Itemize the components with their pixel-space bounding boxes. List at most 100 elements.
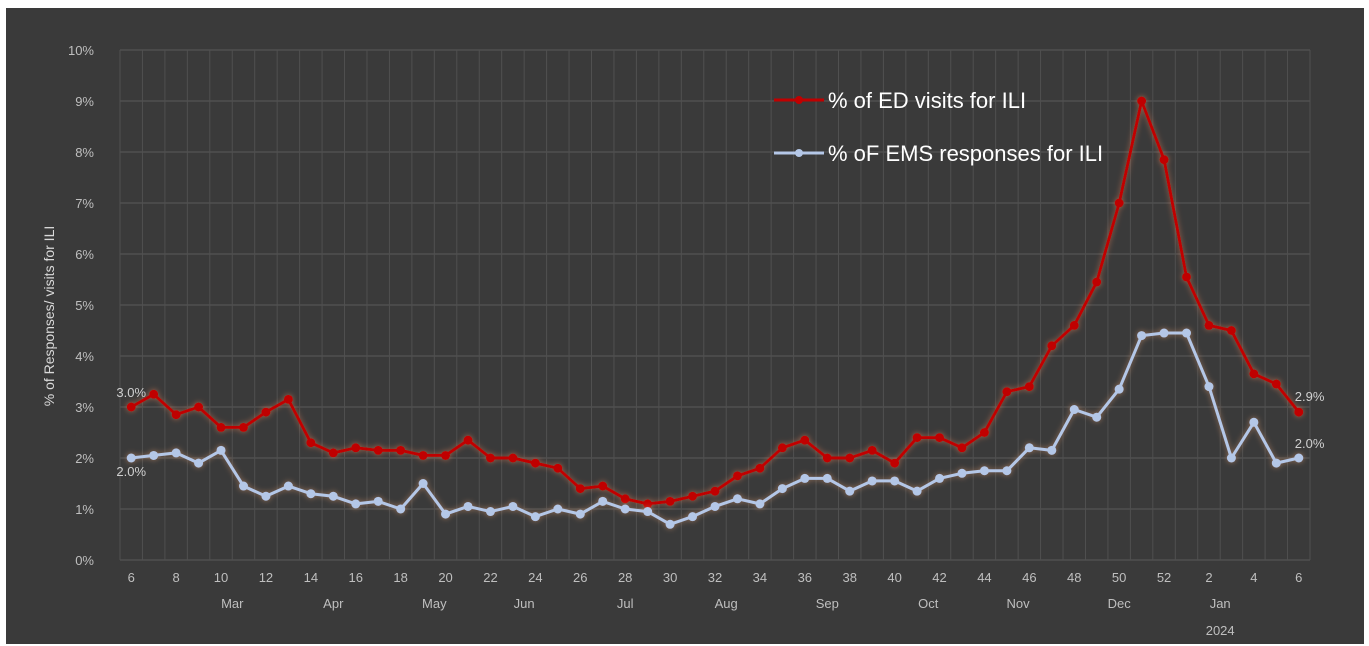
x-tick-label: 4 (1250, 570, 1257, 585)
data-point (1249, 369, 1259, 379)
data-point (441, 450, 451, 460)
legend-entry-ems: % oF EMS responses for ILI (774, 141, 1103, 166)
x-tick-label: 52 (1157, 570, 1171, 585)
data-point (1226, 326, 1236, 335)
x-month-label: Apr (323, 596, 344, 611)
x-tick-label: 28 (618, 570, 632, 585)
data-point (845, 486, 855, 496)
y-tick-label: 1% (75, 502, 94, 517)
data-point (1271, 458, 1281, 468)
data-point (238, 422, 248, 432)
y-tick-label: 4% (75, 349, 94, 364)
series-lines (126, 96, 1304, 529)
data-label: 2.0% (1295, 436, 1325, 451)
series-0 (126, 96, 1304, 509)
data-point (1114, 198, 1124, 208)
data-point (328, 448, 338, 458)
x-tick-label: 48 (1067, 570, 1081, 585)
data-point (777, 443, 787, 453)
data-point (194, 402, 204, 412)
data-point (575, 509, 585, 519)
x-month-label: Aug (715, 596, 738, 611)
data-point (1137, 96, 1147, 106)
data-point (530, 458, 540, 468)
x-tick-label: 34 (753, 570, 767, 585)
series-1 (126, 328, 1304, 529)
data-point (912, 433, 922, 443)
data-point (485, 453, 495, 463)
data-point (1226, 453, 1236, 463)
data-point (1271, 379, 1281, 389)
data-point (732, 471, 742, 481)
data-point (890, 458, 900, 468)
data-point (463, 435, 473, 445)
y-tick-label: 10% (68, 43, 94, 58)
data-point (396, 504, 406, 514)
data-point (845, 453, 855, 463)
data-point (867, 476, 877, 486)
chart-frame: 0% 1% 2% 3% 4% 5% 6% 7% 8% 9% 10% % of Responses/ … (6, 8, 1364, 644)
data-point (979, 428, 989, 437)
data-point (306, 489, 316, 499)
x-tick-label: 44 (977, 570, 991, 585)
x-month-label: Nov (1007, 596, 1031, 611)
data-point (1069, 405, 1079, 415)
y-axis-label: % of Responses/ visits for ILI (41, 226, 57, 407)
data-point (1047, 341, 1057, 351)
x-axis-month-labels: Mar Apr May Jun Jul Aug Sep Oct Nov Dec Jan (221, 596, 1231, 611)
x-tick-label: 24 (528, 570, 542, 585)
y-tick-label: 6% (75, 247, 94, 262)
data-point (485, 507, 495, 517)
data-point (800, 435, 810, 445)
y-axis-ticks: 0% 1% 2% 3% 4% 5% 6% 7% 8% 9% 10% (68, 43, 94, 568)
gridlines (119, 49, 1311, 561)
x-tick-label: 30 (663, 570, 677, 585)
x-tick-label: 36 (798, 570, 812, 585)
data-point (800, 473, 810, 483)
data-point (688, 491, 698, 501)
x-tick-label: 26 (573, 570, 587, 585)
data-point (1294, 453, 1304, 463)
data-point (1114, 384, 1124, 394)
x-tick-label: 42 (932, 570, 946, 585)
data-point (732, 494, 742, 504)
data-point (194, 458, 204, 468)
data-point (216, 422, 226, 432)
data-point (1159, 155, 1169, 165)
data-point (261, 407, 271, 417)
y-tick-label: 9% (75, 94, 94, 109)
x-tick-label: 32 (708, 570, 722, 585)
data-point (1092, 412, 1102, 422)
x-tick-label: 50 (1112, 570, 1126, 585)
data-point (328, 491, 338, 501)
data-point (957, 443, 967, 453)
x-tick-label: 2 (1205, 570, 1212, 585)
data-point (777, 484, 787, 494)
data-point (1182, 328, 1192, 338)
data-point (396, 445, 406, 455)
data-point (283, 481, 293, 491)
legend: % of ED visits for ILI % oF EMS response… (774, 88, 1103, 166)
x-month-label: Jul (617, 596, 634, 611)
data-point (171, 410, 181, 420)
x-tick-label: 38 (842, 570, 856, 585)
data-point (620, 504, 630, 514)
data-point (688, 512, 698, 522)
data-point (351, 499, 361, 509)
x-tick-label: 12 (259, 570, 273, 585)
data-point (126, 402, 136, 412)
data-point (598, 496, 608, 506)
data-point (261, 491, 271, 501)
data-point (1024, 443, 1034, 453)
data-label: 2.0% (116, 464, 146, 479)
x-tick-label: 16 (349, 570, 363, 585)
data-point (912, 486, 922, 496)
data-point (1159, 328, 1169, 338)
y-tick-label: 8% (75, 145, 94, 160)
x-tick-label: 22 (483, 570, 497, 585)
data-point (216, 445, 226, 455)
data-point (822, 473, 832, 483)
data-point (306, 438, 316, 448)
series-line (130, 99, 1300, 506)
x-tick-label: 14 (304, 570, 318, 585)
